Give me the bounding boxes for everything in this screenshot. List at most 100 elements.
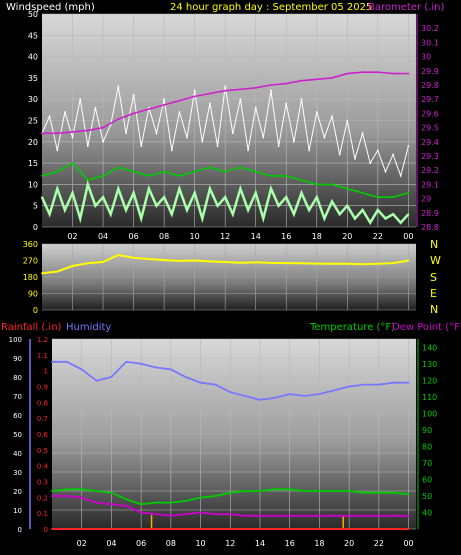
point-light bbox=[392, 213, 395, 216]
rainfall-axis-title: Rainfall (.in) bbox=[1, 322, 62, 333]
humidity-hour-tick-label: 20 bbox=[344, 539, 354, 548]
point-light bbox=[315, 196, 318, 199]
point-temperature bbox=[184, 500, 187, 502]
point-gust bbox=[125, 132, 127, 135]
point-dewpoint bbox=[125, 504, 128, 507]
point-direction bbox=[224, 261, 227, 263]
rainfall-tick-label: 0.2 bbox=[37, 494, 48, 502]
point-average bbox=[41, 174, 43, 177]
point-light bbox=[224, 196, 227, 199]
point-gust bbox=[163, 98, 166, 101]
humidity-hour-tick-label: 22 bbox=[374, 539, 384, 548]
point-light bbox=[132, 192, 135, 194]
point-light bbox=[48, 213, 51, 216]
point-barometer bbox=[239, 88, 242, 91]
point-light bbox=[201, 217, 204, 220]
windspeed-tick-label: 35 bbox=[28, 74, 38, 83]
point-temperature bbox=[125, 498, 128, 501]
point-dewpoint bbox=[363, 514, 365, 517]
point-temperature bbox=[318, 490, 321, 492]
humidity-hour-tick-label: 00 bbox=[403, 539, 413, 548]
humidity-hour-ticks: 02 04 06 08 10 12 14 16 18 20 22 00 bbox=[77, 539, 414, 548]
point-rainfall bbox=[407, 528, 410, 530]
point-humidity bbox=[169, 368, 172, 371]
point-gust bbox=[201, 140, 204, 143]
point-direction bbox=[178, 259, 181, 262]
compass-letter-s: S bbox=[430, 271, 437, 284]
point-barometer bbox=[407, 72, 410, 75]
direction-tick-label: 90 bbox=[28, 290, 38, 299]
humidity-hour-tick-label: 16 bbox=[285, 539, 295, 548]
point-barometer bbox=[224, 89, 227, 92]
point-average bbox=[102, 174, 104, 177]
temperature-tick-label: 130 bbox=[422, 360, 437, 369]
windspeed-tick-label: 25 bbox=[28, 117, 38, 126]
point-direction bbox=[86, 262, 89, 265]
point-humidity bbox=[392, 381, 395, 384]
point-average bbox=[407, 192, 410, 194]
point-direction bbox=[239, 261, 242, 264]
temperature-tick-label: 70 bbox=[422, 459, 432, 468]
temperature-tick-label: 120 bbox=[422, 376, 437, 385]
point-average bbox=[224, 170, 227, 173]
barometer-tick-label: 29.3 bbox=[421, 152, 439, 161]
point-barometer bbox=[209, 92, 211, 95]
wind-hour-ticks: 02 04 06 08 10 12 14 16 18 20 22 00 bbox=[67, 232, 413, 241]
point-dewpoint bbox=[51, 495, 53, 497]
point-light bbox=[384, 217, 387, 220]
point-direction bbox=[56, 270, 59, 273]
humidity-tick-label: 0 bbox=[18, 526, 22, 534]
humidity-hour-tick-label: 12 bbox=[225, 539, 235, 548]
point-light bbox=[407, 213, 410, 216]
point-gust bbox=[170, 149, 173, 152]
point-humidity bbox=[303, 395, 306, 397]
point-humidity bbox=[244, 395, 247, 397]
point-light bbox=[354, 217, 356, 220]
point-humidity bbox=[155, 366, 157, 369]
humidity-tick-label: 40 bbox=[13, 450, 22, 458]
point-humidity bbox=[95, 379, 98, 382]
point-light bbox=[308, 209, 311, 211]
point-barometer bbox=[102, 126, 104, 129]
point-temperature bbox=[348, 490, 351, 492]
point-light bbox=[277, 204, 280, 207]
barometer-tick-label: 29.9 bbox=[421, 67, 439, 76]
point-light bbox=[270, 187, 272, 190]
point-temperature bbox=[80, 488, 83, 491]
point-average bbox=[285, 174, 288, 177]
point-barometer bbox=[132, 112, 135, 115]
point-gust bbox=[392, 153, 395, 156]
point-temperature bbox=[214, 495, 217, 497]
point-direction bbox=[71, 265, 74, 267]
rainfall-tick-label: 0 bbox=[44, 526, 48, 534]
point-direction bbox=[285, 262, 288, 264]
point-light bbox=[109, 213, 112, 216]
point-average bbox=[117, 166, 120, 169]
point-gust bbox=[102, 140, 104, 143]
point-barometer bbox=[315, 78, 318, 81]
compass-letters: N W S E N bbox=[430, 238, 441, 316]
point-light bbox=[140, 217, 143, 220]
temperature-tick-label: 100 bbox=[422, 409, 437, 418]
wind-hour-tick-label: 22 bbox=[373, 232, 383, 241]
point-barometer bbox=[270, 84, 272, 86]
rainfall-ticks: 0 0.1 0.2 0.3 0.4 0.5 0.6 0.7 0.8 0.9 1 1.1 1.2 bbox=[37, 336, 49, 534]
point-humidity bbox=[199, 381, 202, 384]
point-light bbox=[94, 204, 97, 207]
windspeed-axis-title: Windspeed (mph) bbox=[6, 2, 95, 13]
point-dewpoint bbox=[169, 514, 172, 517]
point-dewpoint bbox=[244, 514, 247, 517]
point-barometer bbox=[71, 130, 74, 133]
wind-hour-tick-label: 04 bbox=[98, 232, 108, 241]
barometer-tick-label: 30.2 bbox=[421, 24, 439, 33]
point-light bbox=[170, 213, 173, 216]
point-humidity bbox=[377, 383, 380, 386]
point-barometer bbox=[56, 132, 59, 135]
point-gust bbox=[193, 89, 196, 92]
point-light bbox=[102, 196, 104, 199]
point-average bbox=[361, 192, 364, 194]
point-humidity bbox=[288, 393, 291, 395]
point-gust bbox=[407, 145, 410, 147]
